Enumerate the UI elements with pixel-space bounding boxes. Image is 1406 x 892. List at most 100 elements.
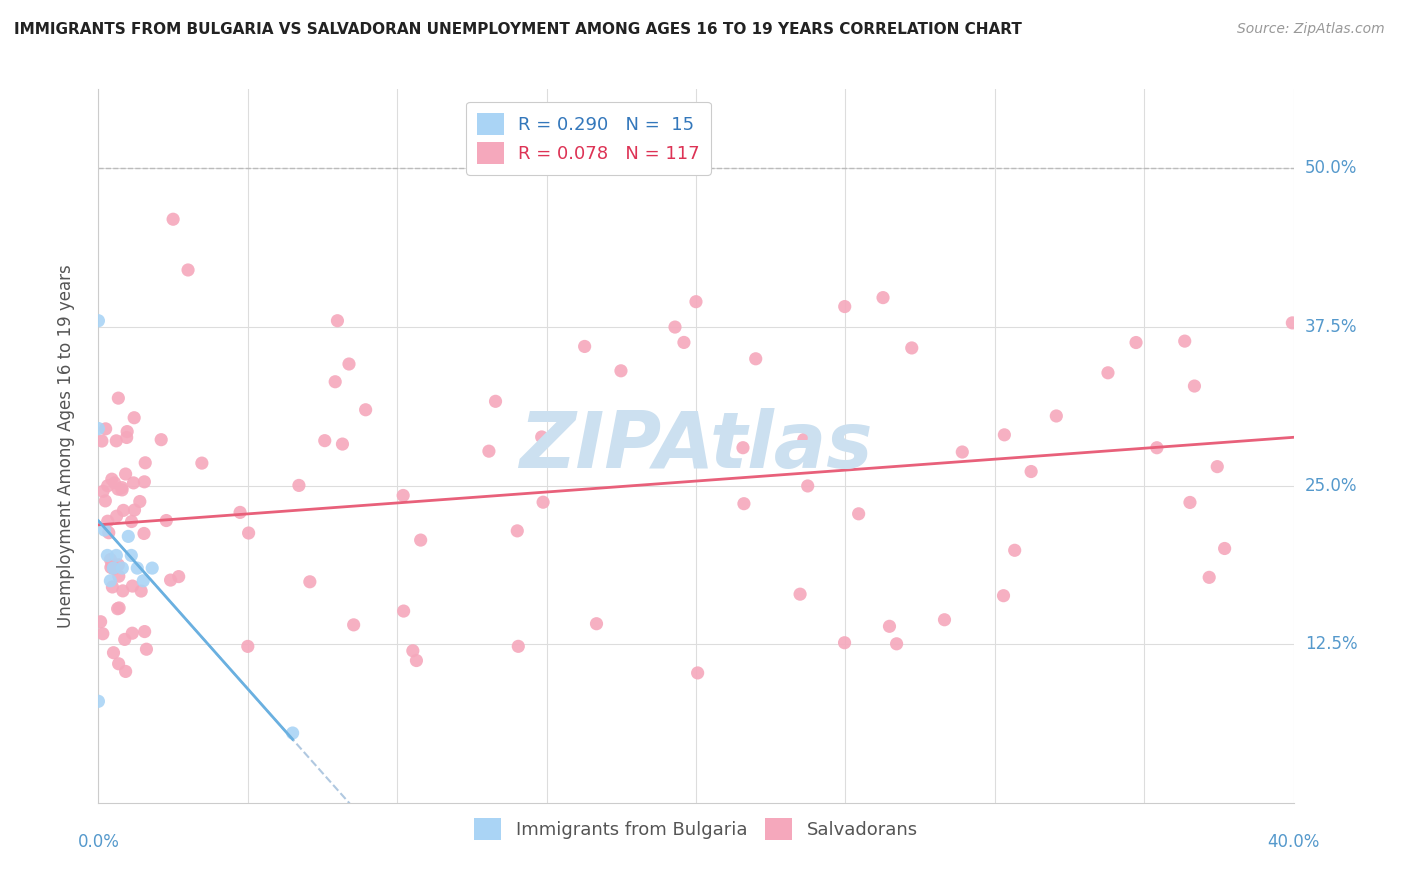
- Point: [392, 604, 415, 618]
- Point: [326, 314, 349, 328]
- Text: 37.5%: 37.5%: [1305, 318, 1357, 336]
- Point: [405, 654, 427, 668]
- Point: [103, 561, 125, 575]
- Point: [135, 642, 157, 657]
- Point: [90, 615, 112, 629]
- Point: [934, 613, 956, 627]
- Point: [354, 402, 377, 417]
- Point: [132, 526, 155, 541]
- Point: [177, 263, 200, 277]
- Y-axis label: Unemployment Among Ages 16 to 19 years: Unemployment Among Ages 16 to 19 years: [56, 264, 75, 628]
- Point: [134, 475, 156, 489]
- Point: [111, 561, 134, 575]
- Point: [745, 351, 768, 366]
- Point: [122, 475, 145, 490]
- Point: [686, 665, 709, 680]
- Point: [101, 558, 124, 572]
- Point: [531, 495, 554, 509]
- Point: [731, 441, 754, 455]
- Text: 25.0%: 25.0%: [1305, 476, 1357, 495]
- Text: IMMIGRANTS FROM BULGARIA VS SALVADORAN UNEMPLOYMENT AMONG AGES 16 TO 19 YEARS CO: IMMIGRANTS FROM BULGARIA VS SALVADORAN U…: [14, 22, 1022, 37]
- Point: [108, 569, 131, 583]
- Point: [848, 507, 870, 521]
- Point: [1097, 366, 1119, 380]
- Point: [111, 583, 134, 598]
- Point: [506, 524, 529, 538]
- Point: [117, 529, 139, 543]
- Point: [879, 619, 901, 633]
- Point: [191, 456, 214, 470]
- Point: [101, 580, 124, 594]
- Point: [1206, 459, 1229, 474]
- Point: [94, 422, 117, 436]
- Point: [87, 314, 110, 328]
- Point: [950, 445, 973, 459]
- Point: [1146, 441, 1168, 455]
- Point: [392, 488, 415, 502]
- Point: [121, 626, 143, 640]
- Point: [162, 212, 184, 227]
- Point: [107, 482, 129, 496]
- Point: [484, 394, 506, 409]
- Point: [610, 364, 633, 378]
- Point: [229, 505, 252, 519]
- Point: [101, 472, 124, 486]
- Point: [103, 646, 125, 660]
- Point: [121, 515, 143, 529]
- Point: [121, 579, 143, 593]
- Point: [97, 479, 120, 493]
- Point: [112, 503, 135, 517]
- Point: [1198, 570, 1220, 584]
- Point: [1178, 495, 1201, 509]
- Point: [834, 300, 856, 314]
- Text: Source: ZipAtlas.com: Source: ZipAtlas.com: [1237, 22, 1385, 37]
- Point: [105, 434, 128, 448]
- Point: [574, 339, 596, 353]
- Point: [685, 294, 707, 309]
- Point: [100, 560, 122, 574]
- Point: [298, 574, 321, 589]
- Point: [236, 640, 259, 654]
- Point: [1004, 543, 1026, 558]
- Point: [733, 497, 755, 511]
- Point: [114, 665, 136, 679]
- Text: 50.0%: 50.0%: [1305, 160, 1357, 178]
- Point: [167, 569, 190, 583]
- Point: [90, 434, 112, 448]
- Point: [409, 533, 432, 547]
- Text: ZIPAtlas: ZIPAtlas: [519, 408, 873, 484]
- Point: [114, 632, 136, 647]
- Point: [122, 410, 145, 425]
- Point: [1184, 379, 1206, 393]
- Point: [103, 475, 125, 490]
- Point: [105, 509, 128, 524]
- Point: [127, 561, 149, 575]
- Point: [100, 552, 122, 566]
- Point: [789, 587, 811, 601]
- Point: [1125, 335, 1147, 350]
- Point: [834, 636, 856, 650]
- Legend: Immigrants from Bulgaria, Salvadorans: Immigrants from Bulgaria, Salvadorans: [467, 811, 925, 847]
- Point: [98, 574, 122, 588]
- Point: [91, 626, 114, 640]
- Point: [793, 433, 815, 447]
- Point: [124, 503, 146, 517]
- Text: 12.5%: 12.5%: [1305, 635, 1357, 653]
- Point: [115, 430, 138, 444]
- Point: [91, 484, 114, 499]
- Point: [886, 637, 908, 651]
- Point: [672, 335, 695, 350]
- Point: [105, 549, 128, 563]
- Point: [288, 478, 311, 492]
- Point: [993, 589, 1015, 603]
- Point: [1019, 465, 1042, 479]
- Point: [664, 320, 686, 334]
- Point: [1213, 541, 1236, 556]
- Point: [103, 561, 125, 575]
- Point: [97, 525, 120, 540]
- Point: [796, 479, 818, 493]
- Point: [337, 357, 360, 371]
- Point: [402, 644, 425, 658]
- Point: [114, 467, 136, 481]
- Point: [585, 616, 607, 631]
